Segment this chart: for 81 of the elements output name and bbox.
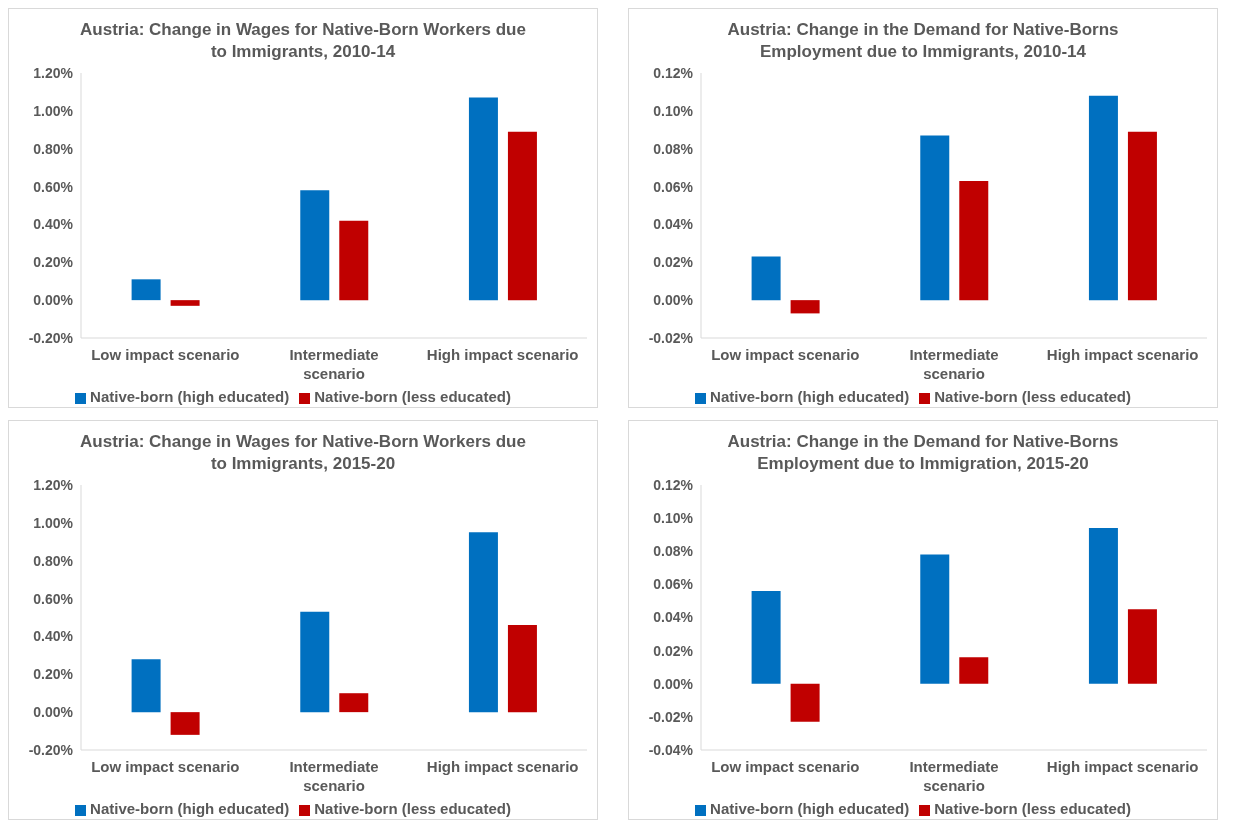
y-tick-label: 0.02% bbox=[653, 254, 694, 271]
bar bbox=[751, 591, 781, 684]
y-tick-label: 0.04% bbox=[653, 609, 694, 626]
y-tick-label: 0.20% bbox=[33, 666, 74, 683]
y-tick-label: 0.10% bbox=[653, 510, 694, 527]
legend-label: Native-born (high educated) bbox=[710, 800, 910, 817]
chart-title: Austria: Change in the Demand for Native-Borns Employment due to Immigration, 2015-20 bbox=[726, 431, 1120, 475]
bar bbox=[339, 220, 369, 301]
legend-label: Native-born (high educated) bbox=[710, 388, 910, 405]
bar bbox=[920, 135, 950, 301]
chart-title: Austria: Change in the Demand for Native-Borns Employment due to Immigrants, 2010-14 bbox=[726, 19, 1120, 63]
y-tick-label: 1.20% bbox=[33, 476, 74, 493]
x-tick-label: High impact scenario bbox=[426, 346, 579, 363]
y-tick-label: 0.12% bbox=[653, 476, 694, 493]
bar bbox=[468, 532, 498, 713]
y-tick-label: 0.04% bbox=[653, 216, 694, 233]
y-tick-label: 1.20% bbox=[33, 64, 74, 81]
bar bbox=[790, 300, 820, 314]
bar bbox=[920, 554, 950, 684]
bar bbox=[468, 97, 498, 301]
bar bbox=[790, 683, 820, 722]
y-tick-label: 0.10% bbox=[653, 102, 694, 119]
bar bbox=[170, 712, 200, 735]
legend-label: Native-born (less educated) bbox=[934, 388, 1131, 405]
y-tick-label: -0.04% bbox=[648, 741, 694, 758]
bar bbox=[131, 279, 161, 301]
y-tick-label: 0.06% bbox=[653, 576, 694, 593]
x-tick-label: Low impact scenario bbox=[91, 758, 240, 775]
chart-title: Austria: Change in Wages for Native-Born Workers due to Immigrants, 2010-14 bbox=[79, 19, 527, 63]
y-tick-label: 0.08% bbox=[653, 543, 694, 560]
y-tick-label: 0.08% bbox=[653, 140, 694, 157]
legend-label: Native-born (high educated) bbox=[90, 800, 290, 817]
y-tick-label: 1.00% bbox=[33, 514, 74, 531]
y-tick-label: 0.12% bbox=[653, 64, 694, 81]
bar bbox=[170, 300, 200, 306]
bar bbox=[1127, 609, 1157, 684]
y-tick-label: 1.00% bbox=[33, 102, 74, 119]
y-tick-label: 0.80% bbox=[33, 140, 74, 157]
y-tick-label: -0.02% bbox=[648, 329, 694, 346]
y-tick-label: 0.60% bbox=[33, 590, 74, 607]
x-tick-label: High impact scenario bbox=[426, 758, 579, 775]
y-tick-label: -0.20% bbox=[28, 741, 74, 758]
y-tick-label: 0.20% bbox=[33, 254, 74, 271]
bar bbox=[751, 256, 781, 301]
x-tick-label: Intermediate scenario bbox=[289, 346, 379, 382]
chart-title: Austria: Change in Wages for Native-Born Workers due to Immigrants, 2015-20 bbox=[79, 431, 527, 475]
bar bbox=[339, 693, 369, 713]
y-tick-label: 0.40% bbox=[33, 216, 74, 233]
x-tick-label: Intermediate scenario bbox=[909, 346, 999, 382]
y-tick-label: 0.00% bbox=[653, 292, 694, 309]
y-tick-label: -0.20% bbox=[28, 329, 74, 346]
y-tick-label: 0.06% bbox=[653, 178, 694, 195]
y-tick-label: 0.80% bbox=[33, 552, 74, 569]
y-tick-label: 0.00% bbox=[33, 292, 74, 309]
x-tick-label: Low impact scenario bbox=[711, 758, 860, 775]
y-tick-label: 0.02% bbox=[653, 642, 694, 659]
x-tick-label: Low impact scenario bbox=[711, 346, 860, 363]
bar bbox=[300, 190, 330, 301]
bar bbox=[959, 657, 989, 684]
y-tick-label: 0.00% bbox=[33, 704, 74, 721]
bar bbox=[959, 180, 989, 301]
legend-label: Native-born (high educated) bbox=[90, 388, 290, 405]
bar bbox=[1127, 131, 1157, 301]
x-tick-label: Intermediate scenario bbox=[909, 758, 999, 794]
y-tick-label: 0.00% bbox=[653, 675, 694, 692]
legend-label: Native-born (less educated) bbox=[934, 800, 1131, 817]
bar bbox=[507, 131, 537, 301]
legend-label: Native-born (less educated) bbox=[314, 800, 511, 817]
bar bbox=[300, 611, 330, 713]
y-tick-label: 0.40% bbox=[33, 628, 74, 645]
bar bbox=[1088, 95, 1118, 301]
x-tick-label: High impact scenario bbox=[1046, 346, 1199, 363]
bar bbox=[507, 625, 537, 713]
y-tick-label: -0.02% bbox=[648, 708, 694, 725]
x-tick-label: Intermediate scenario bbox=[289, 758, 379, 794]
y-tick-label: 0.60% bbox=[33, 178, 74, 195]
bar bbox=[1088, 528, 1118, 684]
bar bbox=[131, 659, 161, 713]
legend-label: Native-born (less educated) bbox=[314, 388, 511, 405]
x-tick-label: High impact scenario bbox=[1046, 758, 1199, 775]
x-tick-label: Low impact scenario bbox=[91, 346, 240, 363]
